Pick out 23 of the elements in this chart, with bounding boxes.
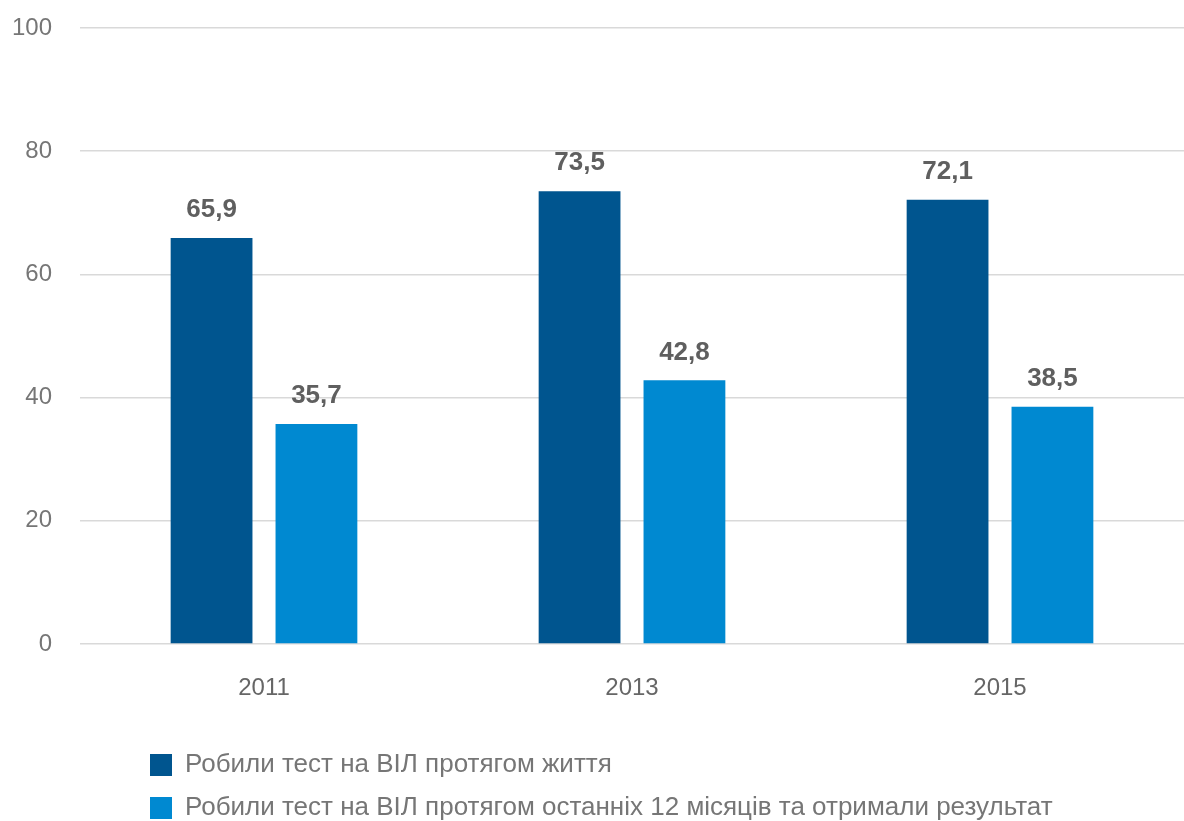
bar: [275, 424, 358, 644]
y-tick-label: 80: [25, 135, 52, 163]
bar: [1011, 406, 1094, 644]
data-label: 73,5: [554, 146, 605, 177]
x-tick-label: 2013: [605, 673, 659, 701]
bar: [170, 238, 253, 644]
data-label: 42,8: [659, 335, 710, 366]
y-tick-label: 60: [25, 259, 52, 287]
y-tick-label: 40: [25, 382, 52, 410]
x-tick-label: 2015: [973, 673, 1027, 701]
data-label: 72,1: [922, 155, 973, 186]
y-tick-label: 0: [38, 628, 52, 656]
data-label: 65,9: [186, 193, 237, 224]
y-tick-label: 20: [25, 505, 52, 533]
data-label: 35,7: [291, 379, 342, 410]
bar: [538, 191, 621, 644]
legend-label: Робили тест на ВІЛ протягом останніх 12 місяців та отримали результат: [185, 791, 1053, 821]
legend-label: Робили тест на ВІЛ протягом життя: [185, 748, 612, 779]
x-tick-label: 2011: [238, 673, 290, 701]
bar: [906, 199, 989, 644]
bar: [643, 380, 726, 644]
y-tick-label: 100: [11, 12, 52, 40]
data-label: 38,5: [1027, 362, 1078, 393]
